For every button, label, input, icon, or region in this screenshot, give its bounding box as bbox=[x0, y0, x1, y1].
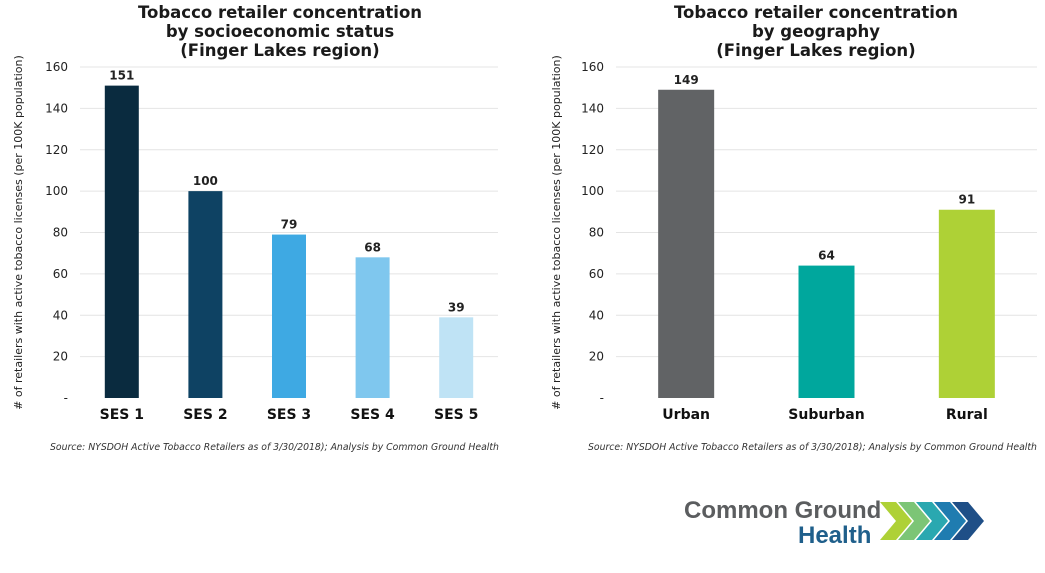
logo-line1: Common Ground bbox=[684, 497, 881, 524]
y-tick-label: 60 bbox=[589, 267, 604, 281]
y-tick-label: 140 bbox=[45, 101, 68, 115]
chart-title-line: by geography bbox=[752, 22, 880, 41]
x-category-label: SES 4 bbox=[350, 407, 395, 423]
data-label: 91 bbox=[958, 193, 975, 207]
y-tick-label: - bbox=[64, 391, 68, 405]
data-label: 149 bbox=[674, 73, 699, 87]
x-category-label: SES 1 bbox=[100, 407, 144, 423]
chart-title-line: (Finger Lakes region) bbox=[716, 41, 915, 60]
y-tick-label: 120 bbox=[45, 143, 68, 157]
y-tick-label: 100 bbox=[45, 184, 68, 198]
y-tick-label: 40 bbox=[53, 308, 68, 322]
y-axis-label: # of retailers with active tobacco licen… bbox=[12, 55, 25, 410]
x-category-label: SES 2 bbox=[183, 407, 227, 423]
data-label: 79 bbox=[281, 218, 298, 232]
common-ground-health-logo: Common Ground Health bbox=[684, 497, 984, 548]
bar bbox=[798, 265, 855, 398]
bar bbox=[938, 209, 995, 398]
y-tick-label: 80 bbox=[589, 226, 604, 240]
chart-title-line: Tobacco retailer concentration bbox=[674, 3, 958, 22]
y-axis-label: # of retailers with active tobacco licen… bbox=[550, 55, 563, 410]
data-label: 151 bbox=[109, 69, 134, 83]
y-tick-label: 20 bbox=[53, 350, 68, 364]
y-tick-label: 160 bbox=[581, 60, 604, 74]
chart-title-line: Tobacco retailer concentration bbox=[138, 3, 422, 22]
data-label: 64 bbox=[818, 249, 835, 263]
source-note: Source: NYSDOH Active Tobacco Retailers … bbox=[588, 442, 1037, 453]
bar bbox=[272, 234, 306, 398]
data-label: 39 bbox=[448, 300, 465, 314]
bar bbox=[104, 85, 139, 399]
y-tick-label: 40 bbox=[589, 308, 604, 322]
y-tick-label: 80 bbox=[53, 226, 68, 240]
x-category-label: Suburban bbox=[788, 407, 864, 423]
y-tick-label: 60 bbox=[53, 267, 68, 281]
y-tick-label: 140 bbox=[581, 101, 604, 115]
chart-title-line: by socioeconomic status bbox=[166, 22, 394, 41]
chevrons-icon bbox=[880, 502, 984, 540]
x-category-label: Urban bbox=[662, 407, 710, 423]
data-label: 100 bbox=[193, 174, 218, 188]
y-tick-label: - bbox=[600, 391, 604, 405]
y-tick-label: 160 bbox=[45, 60, 68, 74]
bar bbox=[658, 89, 715, 398]
y-tick-label: 100 bbox=[581, 184, 604, 198]
source-note: Source: NYSDOH Active Tobacco Retailers … bbox=[50, 442, 499, 453]
bar bbox=[188, 191, 223, 398]
y-tick-label: 120 bbox=[581, 143, 604, 157]
data-label: 68 bbox=[364, 240, 381, 254]
y-tick-label: 20 bbox=[589, 350, 604, 364]
chart-title-line: (Finger Lakes region) bbox=[180, 41, 379, 60]
x-category-label: SES 3 bbox=[267, 407, 311, 423]
logo-line2: Health bbox=[798, 522, 871, 548]
x-category-label: Rural bbox=[946, 407, 988, 423]
x-category-label: SES 5 bbox=[434, 407, 478, 423]
bar bbox=[355, 257, 390, 398]
bar bbox=[439, 317, 474, 398]
